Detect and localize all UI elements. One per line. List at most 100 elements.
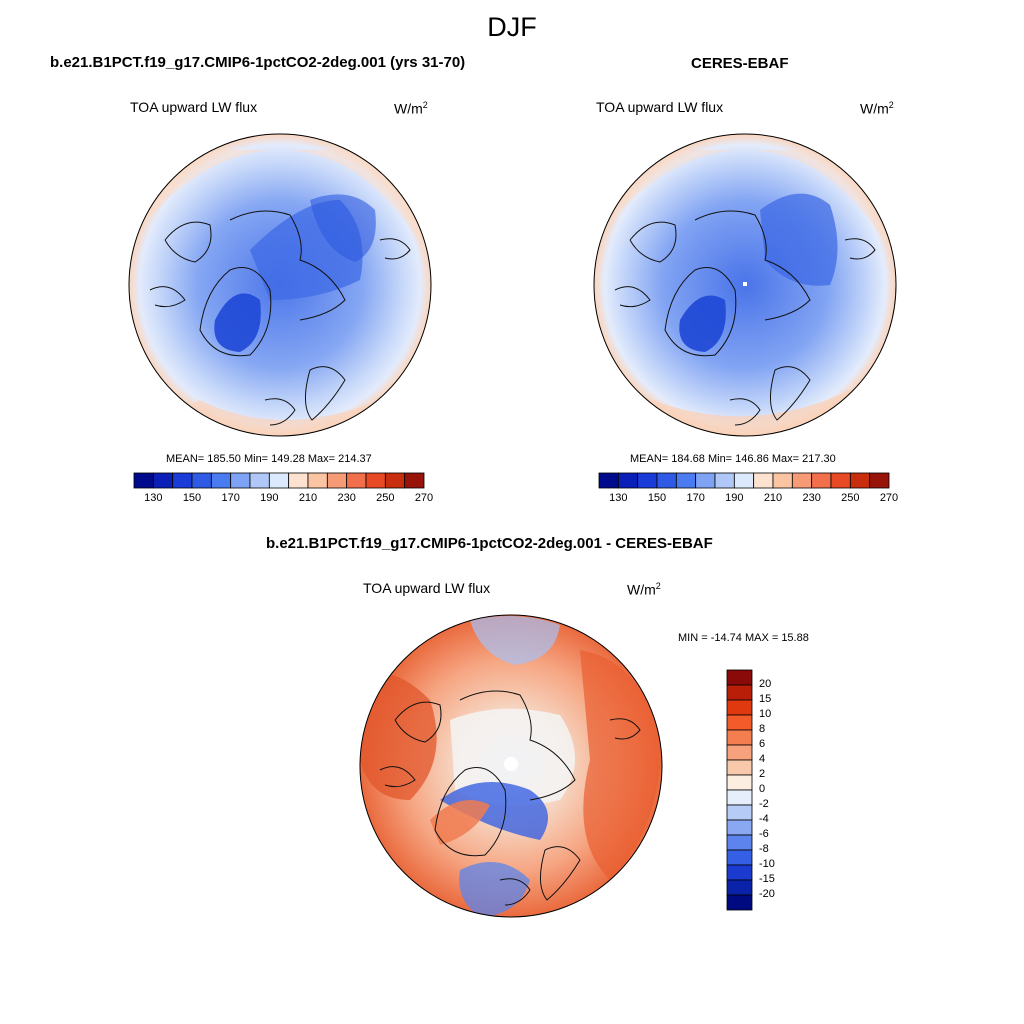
- obs-variable-label: TOA upward LW flux: [596, 99, 724, 115]
- diff-colorbar-cell: [726, 684, 753, 701]
- model-colorbar-cell: [384, 472, 406, 489]
- model-colorbar-cell: [365, 472, 386, 489]
- obs-colorbar-cell: [869, 472, 890, 489]
- model-colorbar-tick-label: 270: [414, 492, 434, 504]
- diff-colorbar-tick-label: 15: [759, 693, 772, 705]
- diff-colorbar-cell: [726, 714, 753, 731]
- obs-colorbar-cell: [849, 472, 871, 489]
- obs-pole-hole: [743, 282, 747, 286]
- model-units-label: W/m2: [394, 100, 428, 117]
- diff-colorbar-tick-label: -15: [759, 873, 775, 885]
- diff-units-label: W/m2: [627, 581, 661, 598]
- diff-colorbar-tick-label: 4: [759, 753, 766, 765]
- model-colorbar-tick-label: 250: [376, 492, 395, 504]
- obs-colorbar-cell: [637, 472, 658, 489]
- diff-colorbar-tick-label: -4: [759, 813, 769, 825]
- diff-map-border: [359, 614, 663, 918]
- diff-colorbar-tick-label: -10: [759, 858, 775, 870]
- model-colorbar-cell: [230, 472, 251, 489]
- model-colorbar-cell: [210, 472, 232, 489]
- obs-colorbar-tick-label: 250: [841, 492, 860, 504]
- diff-panel-title: b.e21.B1PCT.f19_g17.CMIP6-1pctCO2-2deg.0…: [266, 535, 713, 552]
- obs-units-text: W/m: [860, 100, 889, 117]
- diff-colorbar-cell: [726, 729, 753, 746]
- obs-colorbar-cell: [772, 472, 793, 489]
- model-colorbar-cell: [133, 472, 154, 489]
- diff-negative-region: [440, 782, 548, 840]
- diff-colorbar-tick-label: 10: [759, 708, 772, 720]
- obs-greenland-minimum: [679, 295, 726, 352]
- obs-colorbar: [598, 472, 890, 489]
- model-colorbar-cell: [404, 472, 425, 489]
- model-colorbar-tick-label: 130: [144, 492, 163, 504]
- model-variable-label: TOA upward LW flux: [130, 99, 258, 115]
- model-colorbar: [133, 472, 425, 489]
- model-colorbar-cell: [346, 472, 367, 489]
- diff-colorbar-cell: [726, 789, 753, 806]
- obs-colorbar-tick-label: 210: [763, 492, 783, 504]
- diff-positive-west: [360, 673, 437, 800]
- diff-pole-hole: [504, 757, 518, 771]
- obs-colorbar-cell: [811, 472, 832, 489]
- model-colorbar-cell: [152, 472, 174, 489]
- model-colorbar-tick-label: 150: [182, 492, 202, 504]
- model-colorbar-cell: [307, 472, 328, 489]
- diff-colorbar-cell: [726, 879, 753, 896]
- obs-colorbar-tick-label: 190: [725, 492, 744, 504]
- diff-units-text: W/m: [627, 581, 656, 598]
- diff-colorbar-cell: [726, 804, 753, 821]
- obs-colorbar-tick-label: 150: [647, 492, 667, 504]
- diff-units-exponent: 2: [655, 581, 661, 591]
- diff-colorbar-tick-label: 6: [759, 738, 766, 750]
- model-coastlines: [149, 210, 411, 426]
- diff-colorbar-cell: [726, 699, 753, 716]
- obs-stats: MEAN= 184.68 Min= 146.86 Max= 217.30: [630, 453, 836, 465]
- diff-colorbar-tick-label: 0: [759, 783, 766, 795]
- diff-polar-map: [359, 614, 663, 918]
- diff-colorbar-tick-label: 20: [759, 678, 772, 690]
- model-map-border: [128, 133, 432, 437]
- model-colorbar-tick-label: 210: [298, 492, 318, 504]
- figure-title: DJF: [487, 12, 537, 42]
- obs-units-label: W/m2: [860, 100, 894, 117]
- model-colorbar-cell: [191, 472, 212, 489]
- obs-low-flux-region: [760, 193, 838, 286]
- diff-stats: MIN = -14.74 MAX = 15.88: [678, 632, 809, 644]
- diff-colorbar-cell: [726, 894, 753, 911]
- diff-colorbar-tick-label: -6: [759, 828, 769, 840]
- diff-colorbar-cell: [726, 864, 753, 881]
- obs-colorbar-cell: [675, 472, 697, 489]
- obs-units-exponent: 2: [888, 100, 894, 110]
- model-colorbar-cell: [249, 472, 270, 489]
- diff-colorbar: [726, 669, 753, 911]
- model-units-exponent: 2: [422, 100, 428, 110]
- model-colorbar-cell: [288, 472, 309, 489]
- diff-colorbar-cell: [726, 759, 753, 776]
- diff-colorbar-tick-label: -2: [759, 798, 769, 810]
- model-colorbar-cell: [326, 472, 348, 489]
- diff-colorbar-tick-label: 2: [759, 768, 766, 780]
- diff-colorbar-cell: [726, 774, 753, 791]
- model-colorbar-cell: [268, 472, 290, 489]
- model-polar-map: [128, 133, 432, 437]
- obs-colorbar-cell: [695, 472, 716, 489]
- model-colorbar-tick-label: 190: [260, 492, 279, 504]
- obs-colorbar-cell: [656, 472, 677, 489]
- diff-colorbar-tick-label: 8: [759, 723, 766, 735]
- diff-colorbar-tick-label: -8: [759, 843, 769, 855]
- obs-coastlines: [614, 210, 876, 426]
- diff-colorbar-tick-label: -20: [759, 888, 775, 900]
- obs-colorbar-tick-label: 130: [609, 492, 628, 504]
- obs-colorbar-cell: [791, 472, 813, 489]
- obs-colorbar-tick-label: 270: [879, 492, 899, 504]
- obs-colorbar-cell: [733, 472, 755, 489]
- diff-colorbar-cell: [726, 819, 753, 836]
- diff-colorbar-cell: [726, 744, 753, 761]
- diff-coastlines: [379, 690, 641, 906]
- model-colorbar-tick-label: 170: [221, 492, 240, 504]
- obs-colorbar-cell: [714, 472, 735, 489]
- diff-positive-east: [580, 650, 662, 880]
- obs-colorbar-tick-label: 170: [686, 492, 705, 504]
- obs-colorbar-cell: [617, 472, 639, 489]
